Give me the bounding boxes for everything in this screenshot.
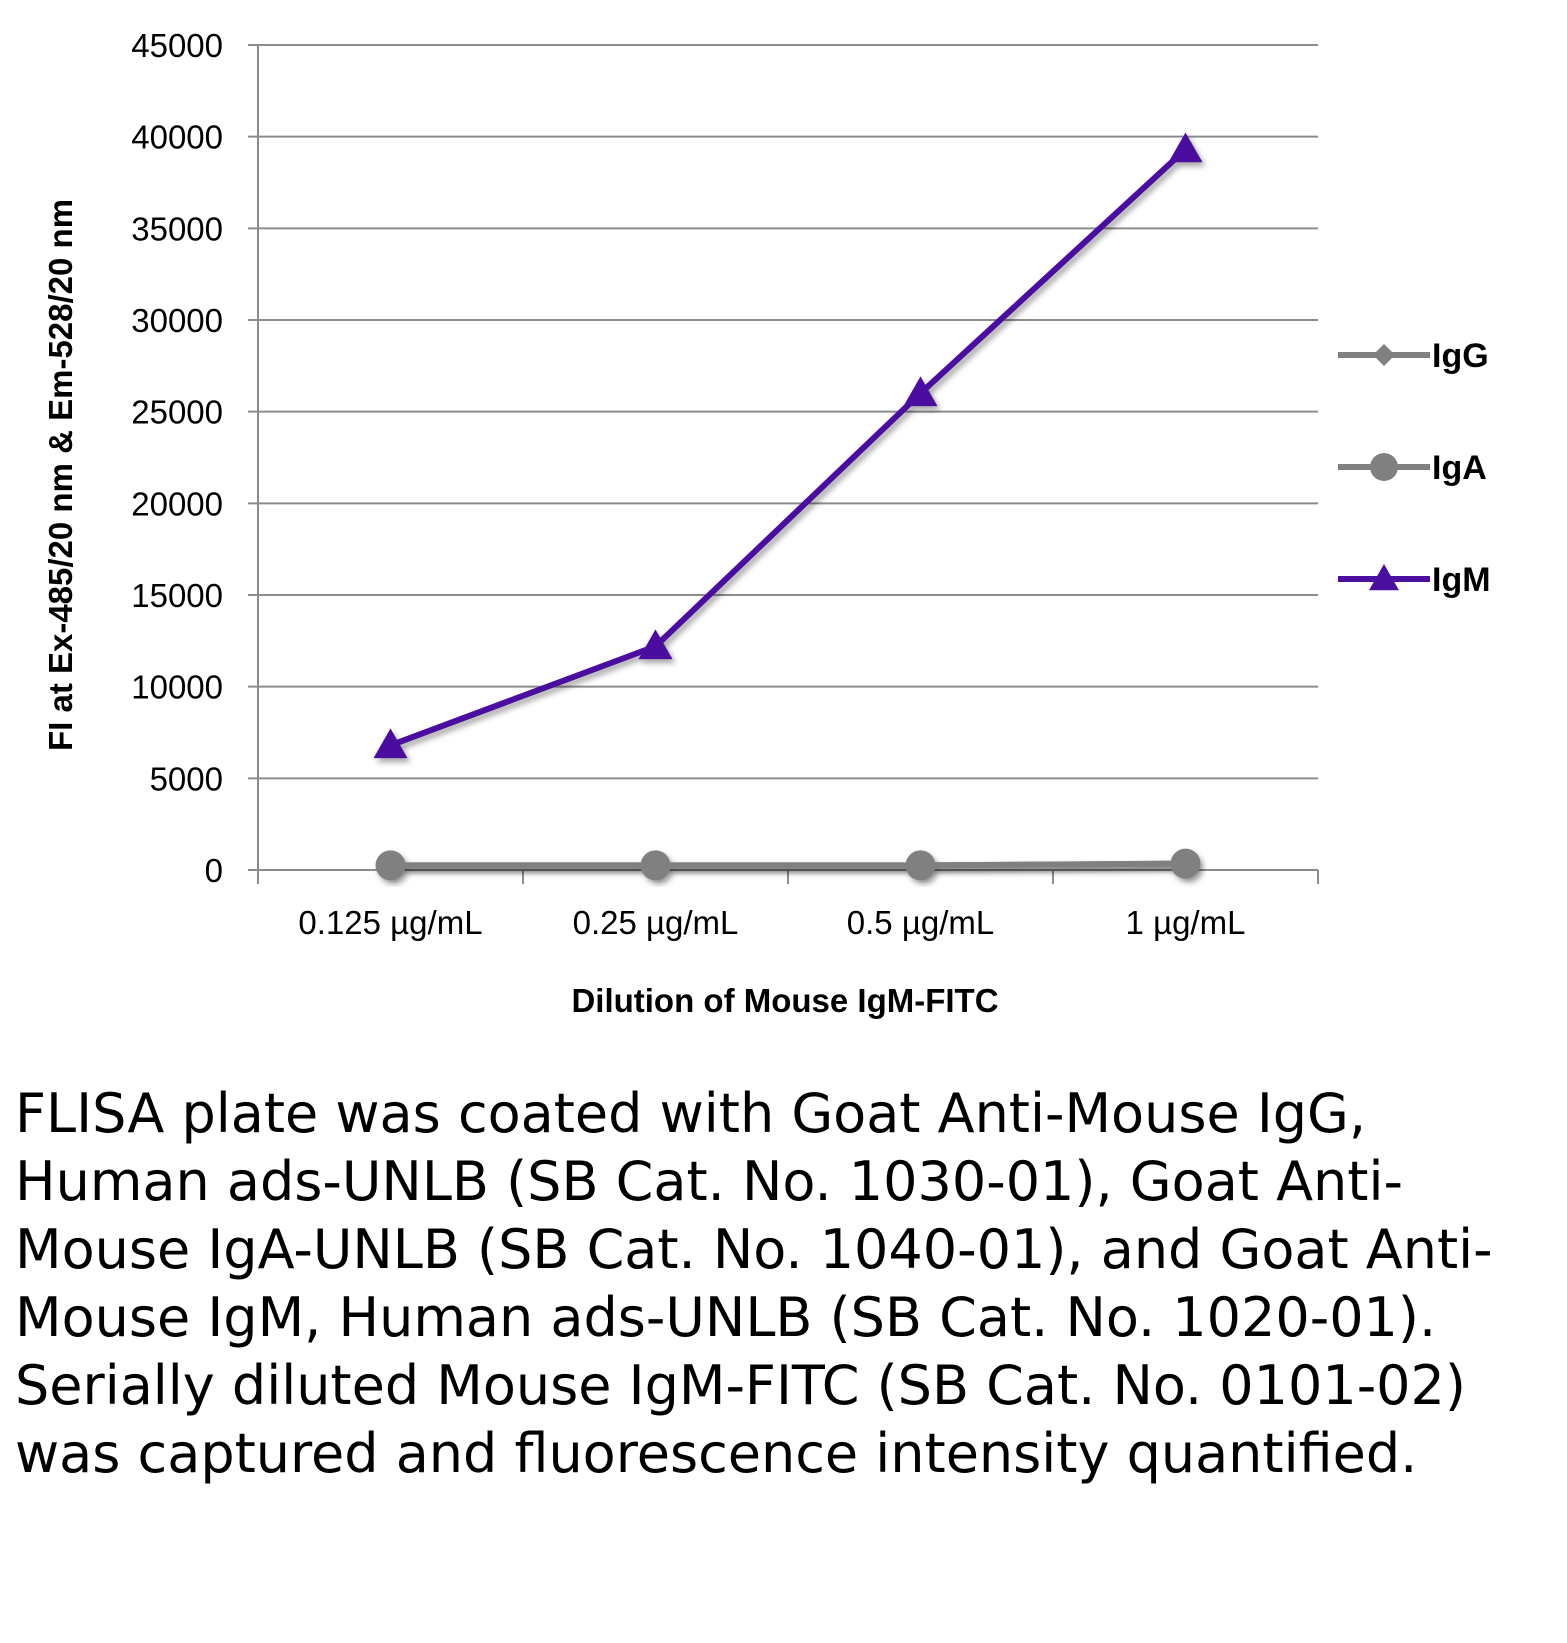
legend-marker-triangle <box>1369 564 1399 591</box>
figure-caption: FLISA plate was coated with Goat Anti-Mo… <box>15 1082 1493 1485</box>
y-tick-label: 0 <box>205 852 223 889</box>
data-point-igm <box>903 376 938 407</box>
x-tick-label: 1 µg/mL <box>1126 904 1246 941</box>
legend-label: IgM <box>1432 561 1491 599</box>
legend-marker-circle <box>1370 453 1398 481</box>
y-tick-label: 10000 <box>131 669 223 706</box>
legend-marker-diamond <box>1373 344 1395 366</box>
data-point-iga <box>1170 848 1201 879</box>
x-tick-labels: 0.125 µg/mL 0.25 µg/mL 0.5 µg/mL 1 µg/mL <box>298 904 1245 941</box>
series-layer <box>373 132 1203 881</box>
y-tick-label: 35000 <box>131 210 223 247</box>
data-point-iga <box>375 850 406 881</box>
y-axis-title: FI at Ex-485/20 nm & Em-528/20 nm <box>42 199 79 751</box>
y-tick-label: 40000 <box>131 119 223 156</box>
legend-item-iga: IgA <box>1338 449 1487 487</box>
series-line-iga <box>390 860 1186 869</box>
y-tick-labels: 0 5000 10000 15000 20000 25000 30000 35000 40000… <box>131 27 223 889</box>
y-tick-label: 25000 <box>131 394 223 431</box>
data-point-iga <box>640 850 671 881</box>
data-point-igm <box>373 728 408 759</box>
data-point-igm <box>638 629 673 660</box>
x-tick-label: 0.5 µg/mL <box>847 904 994 941</box>
data-point-igm <box>1168 132 1203 163</box>
series-igm <box>373 132 1203 759</box>
legend-item-igm: IgM <box>1338 561 1491 599</box>
data-point-iga <box>905 850 936 881</box>
series-iga <box>375 848 1201 881</box>
x-tick-label: 0.125 µg/mL <box>298 904 482 941</box>
x-tick-label: 0.25 µg/mL <box>573 904 739 941</box>
y-tick-label: 5000 <box>150 760 223 797</box>
gridlines <box>248 44 1318 871</box>
y-tick-label: 20000 <box>131 485 223 522</box>
line-chart: 0 5000 10000 15000 20000 25000 30000 35000 40000… <box>42 27 1491 1019</box>
legend-label: IgG <box>1432 337 1489 375</box>
y-tick-label: 45000 <box>131 27 223 64</box>
x-axis-title: Dilution of Mouse IgM-FITC <box>571 982 998 1019</box>
legend-item-igg: IgG <box>1338 337 1489 375</box>
y-tick-label: 15000 <box>131 577 223 614</box>
y-tick-label: 30000 <box>131 302 223 339</box>
series-line-igm <box>389 147 1188 749</box>
legend-label: IgA <box>1432 449 1487 487</box>
axes <box>257 45 1319 884</box>
legend: IgG IgA IgM <box>1338 337 1491 599</box>
